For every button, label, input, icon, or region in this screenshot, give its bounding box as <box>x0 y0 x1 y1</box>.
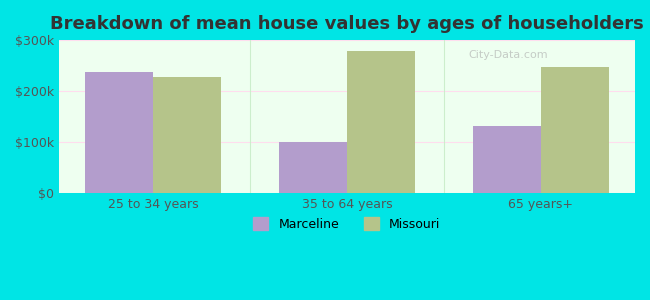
Bar <box>85 72 153 193</box>
Bar <box>153 77 221 193</box>
Bar <box>541 67 609 193</box>
Title: Breakdown of mean house values by ages of householders: Breakdown of mean house values by ages o… <box>50 15 644 33</box>
Bar <box>347 51 415 193</box>
Text: City-Data.com: City-Data.com <box>469 50 548 61</box>
Legend: Marceline, Missouri: Marceline, Missouri <box>248 212 445 236</box>
Bar <box>279 142 347 193</box>
Bar <box>473 126 541 193</box>
